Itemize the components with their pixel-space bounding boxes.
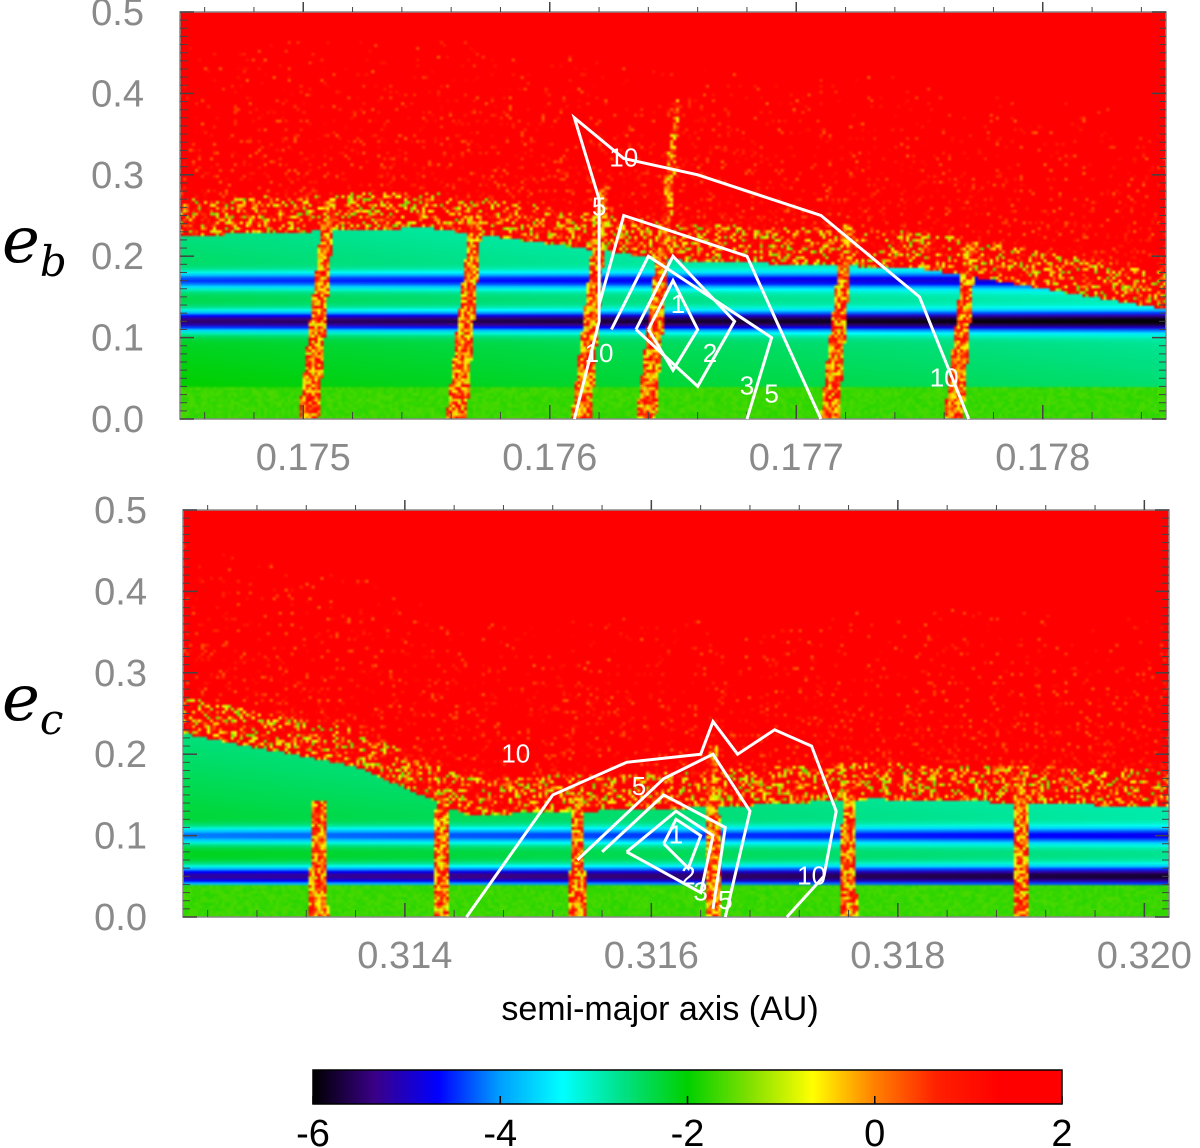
x-axis-label: semi-major axis (AU) (501, 990, 818, 1028)
heatmap-bottom (183, 510, 1169, 917)
y-tick-label: 0.0 (91, 399, 144, 441)
y-tick-label: 0.4 (94, 571, 147, 613)
y-tick-label: 0.3 (94, 653, 147, 695)
contour-line (465, 718, 838, 919)
colorbar-tick-label: -2 (671, 1113, 705, 1148)
x-tick-label: 0.314 (357, 935, 452, 977)
contour-label: 1 (671, 289, 685, 319)
colorbar-tick-label: -6 (296, 1113, 330, 1148)
axis-ticks-bottom: 0.0 0.1 0.2 0.3 0.4 0.5 0.314 0.316 0.318 0.320 (94, 490, 1192, 977)
colorbar-tick-label: -4 (483, 1113, 517, 1148)
ylabel-bottom: ec (2, 662, 63, 744)
heatmap-image (183, 510, 1169, 917)
contour-label: 5 (632, 771, 646, 801)
contour-line (610, 254, 774, 420)
x-tick-label: 0.178 (995, 437, 1090, 479)
y-tick-label: 0.5 (91, 0, 144, 34)
x-tick-label: 0.318 (850, 935, 945, 977)
contour-label: 5 (718, 885, 732, 915)
contour-label: 10 (797, 860, 826, 890)
contour-label: 10 (501, 738, 530, 768)
heatmap-top (180, 12, 1166, 419)
axis-ticks-top: 0.0 0.1 0.2 0.3 0.4 0.5 0.175 0.176 0.177 0.178 (91, 0, 1166, 479)
panel-bottom: 0.0 0.1 0.2 0.3 0.4 0.5 0.314 0.316 0.318 0.320 1… (2, 490, 1192, 1028)
ylabel-bottom-sub: c (40, 695, 64, 744)
contour-label: 10 (585, 338, 614, 368)
colorbar-ticks: -6 -4 -2 0 2 (296, 1096, 1073, 1148)
contour-label: 5 (592, 192, 606, 222)
contour-line (662, 817, 703, 871)
y-tick-label: 0.3 (91, 155, 144, 197)
ylabel-top: eb (2, 204, 67, 286)
y-tick-label: 0.1 (94, 816, 147, 858)
contour-label: 5 (764, 379, 778, 409)
contour-label: 2 (703, 338, 717, 368)
contour-line (601, 793, 727, 910)
ylabel-bottom-main: e (2, 662, 40, 736)
colorbar: -6 -4 -2 0 2 (296, 1069, 1073, 1148)
colorbar-tick-label: 0 (864, 1113, 885, 1148)
y-tick-label: 0.0 (94, 897, 147, 939)
panel-top: 0.0 0.1 0.2 0.3 0.4 0.5 0.175 0.176 0.177 0.178 1… (2, 0, 1167, 479)
contour-label: 2 (681, 860, 695, 890)
contour-label: 3 (740, 371, 754, 401)
contour-label: 10 (930, 362, 959, 392)
y-tick-label: 0.5 (94, 490, 147, 532)
contour-label: 1 (669, 820, 683, 850)
x-tick-label: 0.320 (1097, 935, 1192, 977)
heatmap-image (180, 12, 1166, 419)
contour-label: 10 (609, 143, 638, 173)
y-tick-label: 0.4 (91, 73, 144, 115)
contour-line (634, 253, 737, 389)
contour-line (576, 752, 752, 918)
x-tick-label: 0.176 (502, 437, 597, 479)
ylabel-top-sub: b (40, 237, 67, 286)
contour-line (571, 113, 971, 420)
y-tick-label: 0.1 (91, 318, 144, 360)
colorbar-tick-label: 2 (1051, 1113, 1072, 1148)
y-tick-label: 0.2 (94, 734, 147, 776)
x-tick-label: 0.175 (256, 437, 351, 479)
contour-line (597, 213, 823, 420)
contour-line (625, 809, 715, 895)
x-tick-label: 0.177 (749, 437, 844, 479)
x-tick-label: 0.316 (604, 935, 699, 977)
y-tick-label: 0.2 (91, 236, 144, 278)
ylabel-top-main: e (2, 204, 40, 278)
contour-label: 3 (693, 877, 707, 907)
